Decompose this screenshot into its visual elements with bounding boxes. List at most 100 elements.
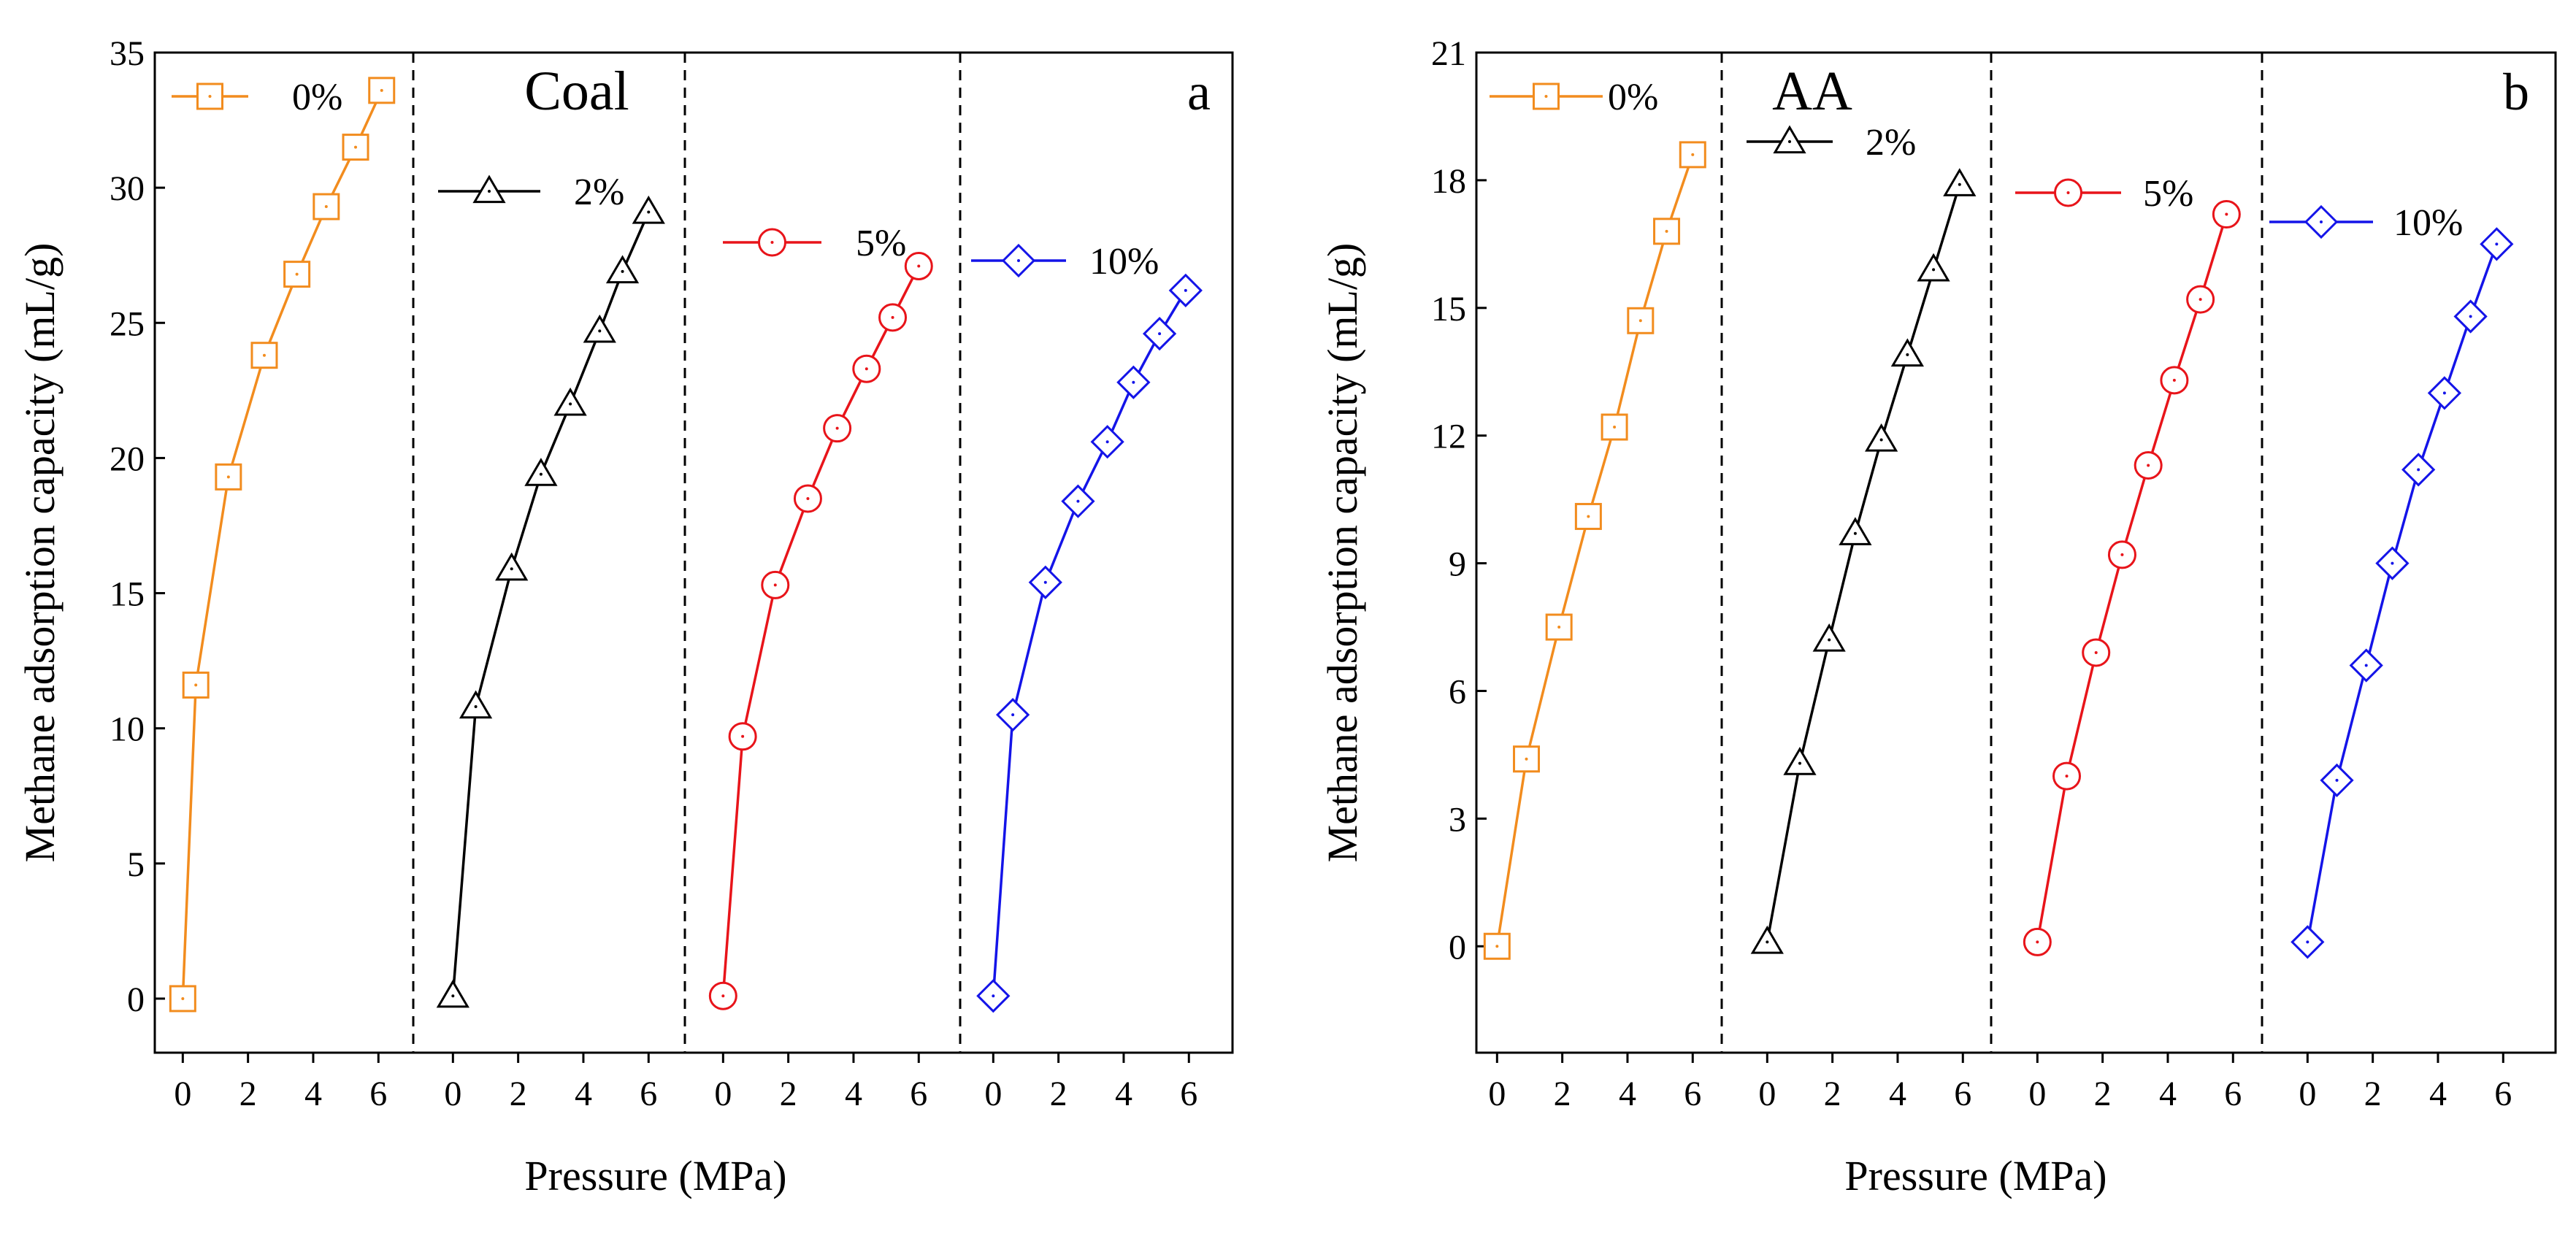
panel-a-data-point-center-dot (1184, 288, 1187, 292)
panel-b-x-tick-label: 4 (1619, 1075, 1636, 1113)
panel-a-data-point-center-dot (806, 496, 810, 500)
panel-b-data-point-center-dot (1798, 761, 1801, 765)
panel-b-tag: b (2503, 63, 2529, 121)
panel-a-tag: a (1187, 63, 1211, 121)
panel-b-data-point (1812, 623, 1846, 652)
panel-b-legend-marker-center-dot (1544, 95, 1548, 98)
panel-a-x-tick-label: 2 (780, 1075, 797, 1113)
panel-a-legend-marker-center-dot (488, 190, 491, 193)
panel-a-legend-marker (472, 174, 506, 204)
panel-a-data-point-center-dot (380, 88, 383, 92)
panel-b-x-tick-label: 0 (2028, 1075, 2046, 1113)
panel-b-legend-marker-center-dot (2066, 191, 2070, 194)
panel-b-legend-label: 5% (2143, 173, 2193, 215)
panel-a-data-point (583, 314, 616, 343)
panel-b-y-tick-label: 21 (1431, 34, 1466, 73)
panel-b-legend-label: 0% (1608, 77, 1658, 118)
panel-a-data-point-center-dot (1105, 440, 1109, 444)
panel-a-title: Coal (524, 61, 629, 122)
panel-a-data-point-center-dot (295, 272, 299, 276)
panel-a-data-point-center-dot (621, 269, 624, 273)
panel-a-data-point-center-dot (865, 367, 868, 371)
panel-b-x-tick-label: 4 (2159, 1075, 2177, 1113)
panel-b-data-point (1783, 747, 1817, 775)
panel-b-data-point-center-dot (2225, 212, 2228, 216)
panel-b-data-point-center-dot (1495, 945, 1499, 948)
panel-a-data-point-center-dot (181, 996, 185, 1000)
panel-b-data-point-center-dot (1557, 626, 1561, 629)
panel-a-data-point-center-dot (569, 402, 572, 406)
panel-a-data-point-center-dot (354, 145, 358, 149)
panel-b-data-point-center-dot (1932, 268, 1936, 272)
panel-b-x-tick-label: 4 (1889, 1075, 1906, 1113)
panel-a-series-line-10pct (992, 289, 1187, 996)
panel-b-data-point-center-dot (1665, 229, 1668, 233)
panel-b-data-point-center-dot (1525, 757, 1528, 761)
panel-a-x-tick-label: 6 (910, 1075, 927, 1113)
panel-b-x-tick-label: 2 (2094, 1075, 2112, 1113)
panel-a-data-point (459, 690, 493, 719)
panel-b-x-tick-label: 0 (2299, 1075, 2316, 1113)
panel-a-legend-marker-center-dot (1017, 259, 1020, 262)
panel-a-data-point-center-dot (992, 994, 995, 998)
panel-b-legend-label: 10% (2393, 202, 2463, 244)
panel-b-x-tick-label: 2 (1554, 1075, 1571, 1113)
panel-b-data-point-center-dot (2147, 464, 2150, 467)
panel-a-x-tick-label: 4 (845, 1075, 862, 1113)
panel-b-data-point-center-dot (1958, 183, 1961, 186)
panel-b-series-line-10pct (2306, 243, 2498, 942)
panel-a-data-point-center-dot (917, 264, 921, 268)
panel-a-x-tick-label: 4 (304, 1075, 322, 1113)
panel-b-frame (1475, 51, 2557, 1054)
panel-b-data-point-center-dot (2120, 553, 2124, 556)
panel-a-y-tick-label: 20 (110, 439, 145, 478)
panel-a-data-point-center-dot (539, 472, 543, 476)
panel-b-data-point-center-dot (2036, 940, 2039, 944)
panel-a-y-tick-label: 30 (110, 169, 145, 208)
panel-b-y-tick-label: 15 (1431, 290, 1466, 329)
panel-b-data-point-center-dot (2335, 778, 2339, 782)
panel-a-x-tick-label: 2 (1050, 1075, 1067, 1113)
panel-a-series-line-2pct (451, 211, 650, 996)
panel-b-x-tick-label: 4 (2429, 1075, 2447, 1113)
panel-b-data-point-center-dot (1879, 438, 1883, 442)
panel-a-legend-label: 5% (856, 223, 906, 264)
panel-b-data-point (1890, 338, 1924, 367)
panel-a-x-tick-label: 0 (984, 1075, 1002, 1113)
panel-b-x-tick-label: 6 (1954, 1075, 1971, 1113)
panel-a-data-point-center-dot (262, 353, 266, 357)
panel-b-x-tick-label: 2 (2364, 1075, 2382, 1113)
panel-a-x-tick-label: 6 (369, 1075, 387, 1113)
panel-b-data-point (1865, 423, 1898, 452)
panel-b-y-tick-label: 12 (1431, 418, 1466, 456)
panel-a-x-tick-label: 0 (444, 1075, 461, 1113)
panel-a-data-point (436, 979, 469, 1008)
panel-a-data-point (553, 387, 587, 416)
panel-a-data-point (182, 671, 210, 699)
panel-a-x-tick-label: 6 (640, 1075, 657, 1113)
panel-b-x-axis-title: Pressure (MPa) (1844, 1152, 2107, 1199)
panel-a-legend-marker-center-dot (208, 95, 212, 98)
panel-a-y-tick-label: 15 (110, 575, 145, 614)
panel-b-series-line-2pct (1766, 184, 1961, 942)
panel-b-data-point-center-dot (1766, 940, 1769, 944)
panel-b-data-point-center-dot (2065, 775, 2069, 778)
panel-a-data-point (524, 458, 558, 486)
panel-a-x-tick-label: 4 (575, 1075, 592, 1113)
panel-b-title: AA (1772, 61, 1852, 122)
panel-b-y-tick-label: 6 (1449, 672, 1466, 711)
panel-b-data-point (1917, 253, 1950, 282)
panel-b-data-point-center-dot (2417, 468, 2420, 472)
panel-b-data-point-center-dot (1828, 638, 1831, 642)
panel-a-y-tick-label: 10 (110, 710, 145, 749)
panel-b-data-point-center-dot (1906, 353, 1909, 356)
panel-b-data-point-center-dot (2199, 298, 2202, 301)
panel-a-data-point-center-dot (1132, 380, 1135, 384)
panel-b-data-point-center-dot (1587, 515, 1590, 518)
panel-b-legend-marker (1773, 125, 1806, 154)
panel-a-data-point-center-dot (474, 705, 478, 709)
panel-b-data-point (1750, 925, 1784, 954)
panel-a-legend-label: 0% (292, 77, 342, 118)
